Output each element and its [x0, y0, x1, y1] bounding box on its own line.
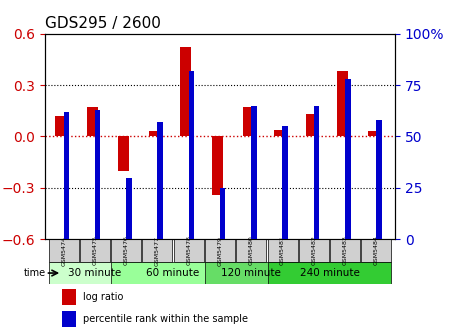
- Text: 30 minute: 30 minute: [68, 268, 122, 278]
- Text: GSM5476: GSM5476: [124, 236, 129, 265]
- Text: GSM5478: GSM5478: [186, 236, 191, 265]
- Bar: [212, 136, 223, 195]
- Bar: [243, 107, 254, 136]
- FancyBboxPatch shape: [174, 239, 204, 262]
- Bar: [376, 120, 382, 239]
- Text: GSM5483: GSM5483: [343, 236, 348, 265]
- Bar: [368, 131, 379, 136]
- FancyBboxPatch shape: [48, 262, 141, 284]
- Bar: [305, 114, 317, 136]
- FancyBboxPatch shape: [268, 239, 298, 262]
- Bar: [180, 47, 191, 136]
- FancyBboxPatch shape: [236, 239, 266, 262]
- FancyBboxPatch shape: [111, 239, 141, 262]
- Bar: [63, 112, 69, 239]
- FancyBboxPatch shape: [48, 239, 79, 262]
- Bar: [220, 188, 225, 239]
- Text: GDS295 / 2600: GDS295 / 2600: [45, 16, 161, 31]
- Text: GSM5474: GSM5474: [61, 236, 66, 265]
- Text: percentile rank within the sample: percentile rank within the sample: [84, 314, 248, 324]
- Text: 240 minute: 240 minute: [299, 268, 359, 278]
- Bar: [345, 79, 351, 239]
- Bar: [189, 71, 194, 239]
- Text: log ratio: log ratio: [84, 292, 124, 302]
- Bar: [282, 126, 288, 239]
- FancyBboxPatch shape: [299, 239, 329, 262]
- Bar: [87, 107, 97, 136]
- Bar: [157, 122, 163, 239]
- Bar: [126, 178, 132, 239]
- Text: 120 minute: 120 minute: [221, 268, 281, 278]
- Bar: [274, 130, 285, 136]
- Bar: [95, 110, 101, 239]
- Bar: [62, 289, 76, 304]
- Bar: [251, 106, 257, 239]
- Text: 60 minute: 60 minute: [146, 268, 200, 278]
- Text: GSM5481: GSM5481: [280, 236, 285, 265]
- FancyBboxPatch shape: [111, 262, 235, 284]
- Bar: [337, 71, 348, 136]
- Text: GSM5479: GSM5479: [217, 236, 223, 265]
- FancyBboxPatch shape: [330, 239, 360, 262]
- Bar: [118, 136, 129, 171]
- Text: time: time: [23, 268, 45, 278]
- Text: GSM5482: GSM5482: [311, 236, 316, 265]
- Bar: [55, 116, 66, 136]
- FancyBboxPatch shape: [205, 239, 235, 262]
- Bar: [62, 311, 76, 327]
- Text: GSM5480: GSM5480: [249, 236, 254, 265]
- Text: GSM5477: GSM5477: [155, 236, 160, 265]
- FancyBboxPatch shape: [80, 239, 110, 262]
- Text: GSM5484: GSM5484: [374, 236, 379, 265]
- FancyBboxPatch shape: [142, 239, 172, 262]
- Bar: [314, 106, 319, 239]
- Bar: [149, 131, 160, 136]
- Text: GSM5475: GSM5475: [92, 236, 97, 265]
- FancyBboxPatch shape: [268, 262, 392, 284]
- FancyBboxPatch shape: [361, 239, 392, 262]
- FancyBboxPatch shape: [205, 262, 298, 284]
